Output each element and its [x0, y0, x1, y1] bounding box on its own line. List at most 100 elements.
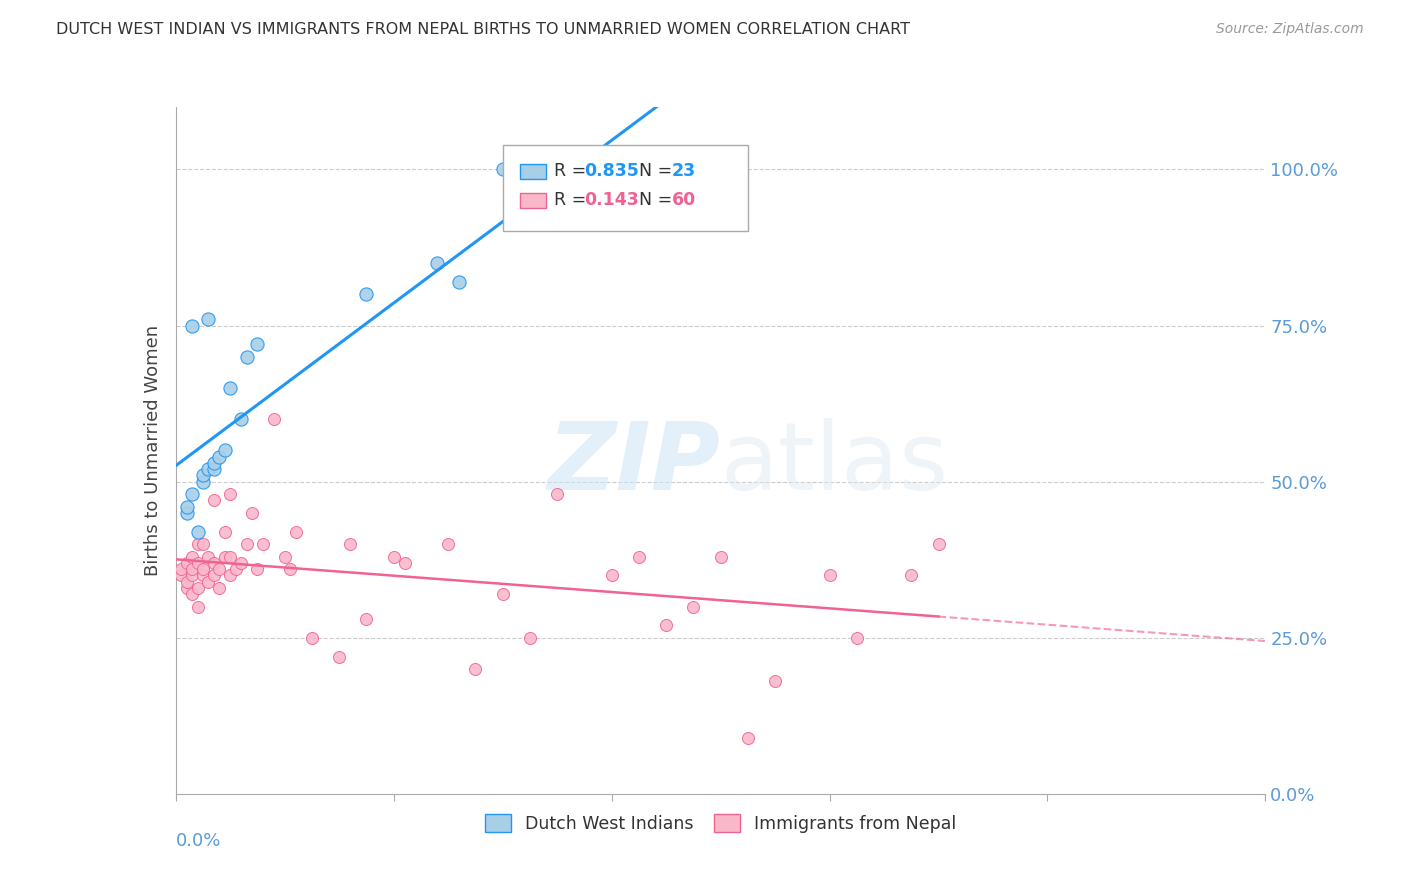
Point	[339, 537, 361, 551]
Point	[197, 574, 219, 589]
Point	[191, 537, 214, 551]
Point	[284, 524, 307, 539]
Point	[181, 562, 204, 576]
Point	[186, 599, 209, 614]
Point	[394, 556, 416, 570]
Point	[181, 487, 204, 501]
Point	[763, 674, 786, 689]
Point	[235, 350, 257, 364]
Point	[519, 631, 541, 645]
Point	[181, 568, 204, 582]
Point	[197, 549, 219, 564]
Point	[186, 537, 209, 551]
Point	[186, 524, 209, 539]
Text: atlas: atlas	[721, 418, 949, 510]
Point	[208, 450, 231, 464]
Point	[202, 456, 225, 470]
Point	[197, 312, 219, 326]
Point	[246, 562, 269, 576]
Point	[225, 562, 247, 576]
Point	[655, 162, 678, 177]
Text: 60: 60	[672, 191, 696, 209]
Point	[546, 487, 568, 501]
Point	[627, 549, 650, 564]
Point	[208, 581, 231, 595]
Point	[600, 568, 623, 582]
Text: R =: R =	[554, 162, 592, 180]
Point	[231, 412, 253, 426]
Bar	[520, 193, 547, 208]
Point	[519, 162, 541, 177]
Point	[246, 337, 269, 351]
Text: 0.0%: 0.0%	[176, 831, 221, 850]
Point	[176, 581, 198, 595]
Point	[437, 537, 460, 551]
Point	[186, 581, 209, 595]
Point	[710, 549, 733, 564]
Point	[208, 562, 231, 576]
Text: 23: 23	[672, 162, 696, 180]
Point	[176, 574, 198, 589]
Text: 0.143: 0.143	[585, 191, 640, 209]
Point	[176, 556, 198, 570]
Text: DUTCH WEST INDIAN VS IMMIGRANTS FROM NEPAL BIRTHS TO UNMARRIED WOMEN CORRELATION: DUTCH WEST INDIAN VS IMMIGRANTS FROM NEP…	[56, 22, 910, 37]
Text: R =: R =	[554, 191, 592, 209]
Point	[464, 662, 486, 676]
Point	[219, 549, 242, 564]
Point	[356, 612, 378, 626]
Point	[818, 568, 841, 582]
Point	[191, 568, 214, 582]
Point	[356, 287, 378, 301]
Point	[737, 731, 759, 745]
Point	[181, 549, 204, 564]
Point	[900, 568, 922, 582]
FancyBboxPatch shape	[503, 145, 748, 231]
Text: Source: ZipAtlas.com: Source: ZipAtlas.com	[1216, 22, 1364, 37]
Point	[235, 537, 257, 551]
Point	[219, 568, 242, 582]
Point	[181, 318, 204, 333]
Point	[328, 649, 350, 664]
Point	[214, 549, 236, 564]
Point	[231, 556, 253, 570]
Point	[181, 587, 204, 601]
Point	[845, 631, 868, 645]
Point	[202, 493, 225, 508]
Point	[214, 524, 236, 539]
Point	[214, 443, 236, 458]
Point	[191, 475, 214, 489]
Point	[492, 587, 515, 601]
Point	[191, 562, 214, 576]
Point	[202, 462, 225, 476]
Point	[176, 500, 198, 514]
Y-axis label: Births to Unmarried Women: Births to Unmarried Women	[143, 325, 162, 576]
Text: 0.835: 0.835	[585, 162, 640, 180]
Point	[176, 506, 198, 520]
Text: N =: N =	[628, 191, 678, 209]
Point	[447, 275, 470, 289]
Point	[263, 412, 285, 426]
Point	[682, 599, 704, 614]
Point	[219, 381, 242, 395]
Text: ZIP: ZIP	[548, 418, 721, 510]
Point	[197, 462, 219, 476]
Bar	[520, 164, 547, 179]
Point	[252, 537, 274, 551]
Point	[219, 487, 242, 501]
Point	[170, 562, 193, 576]
Point	[274, 549, 297, 564]
Text: N =: N =	[628, 162, 678, 180]
Point	[186, 556, 209, 570]
Point	[202, 568, 225, 582]
Point	[426, 256, 449, 270]
Point	[382, 549, 405, 564]
Point	[202, 556, 225, 570]
Legend: Dutch West Indians, Immigrants from Nepal: Dutch West Indians, Immigrants from Nepa…	[478, 807, 963, 840]
Point	[301, 631, 323, 645]
Point	[655, 618, 678, 632]
Point	[240, 506, 263, 520]
Point	[928, 537, 950, 551]
Point	[278, 562, 301, 576]
Point	[191, 468, 214, 483]
Point	[170, 568, 193, 582]
